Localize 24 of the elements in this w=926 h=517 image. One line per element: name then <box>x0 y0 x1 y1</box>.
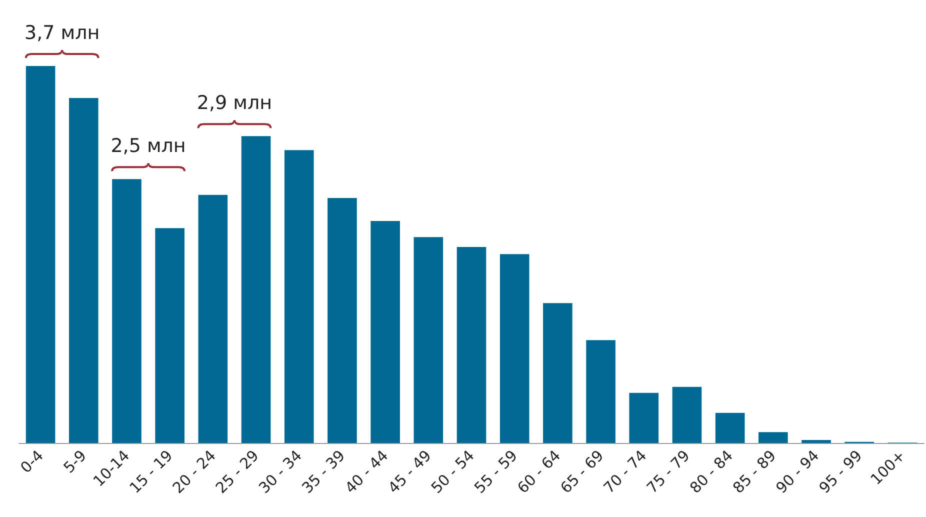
bar <box>456 246 486 443</box>
bar <box>370 220 400 443</box>
x-tick-label: 0-4 <box>16 446 47 477</box>
bar <box>629 392 659 443</box>
bar <box>68 98 98 443</box>
annotation: 2,9 млн <box>196 92 272 114</box>
bar <box>586 340 616 443</box>
x-tick-label: 5-9 <box>60 446 90 477</box>
bar <box>758 432 788 443</box>
bar <box>672 386 702 443</box>
bar <box>414 237 444 443</box>
bar <box>112 179 142 443</box>
bar <box>284 150 314 443</box>
bar <box>802 440 831 443</box>
bar <box>543 303 572 443</box>
bar <box>715 412 745 443</box>
text: 3,7 млн <box>24 22 100 44</box>
bar <box>198 194 228 443</box>
annotation: 2,5 млн <box>110 135 186 158</box>
bar <box>26 66 56 443</box>
bar <box>500 254 530 443</box>
bar <box>155 228 184 443</box>
bar <box>241 136 271 443</box>
bar <box>328 198 357 443</box>
